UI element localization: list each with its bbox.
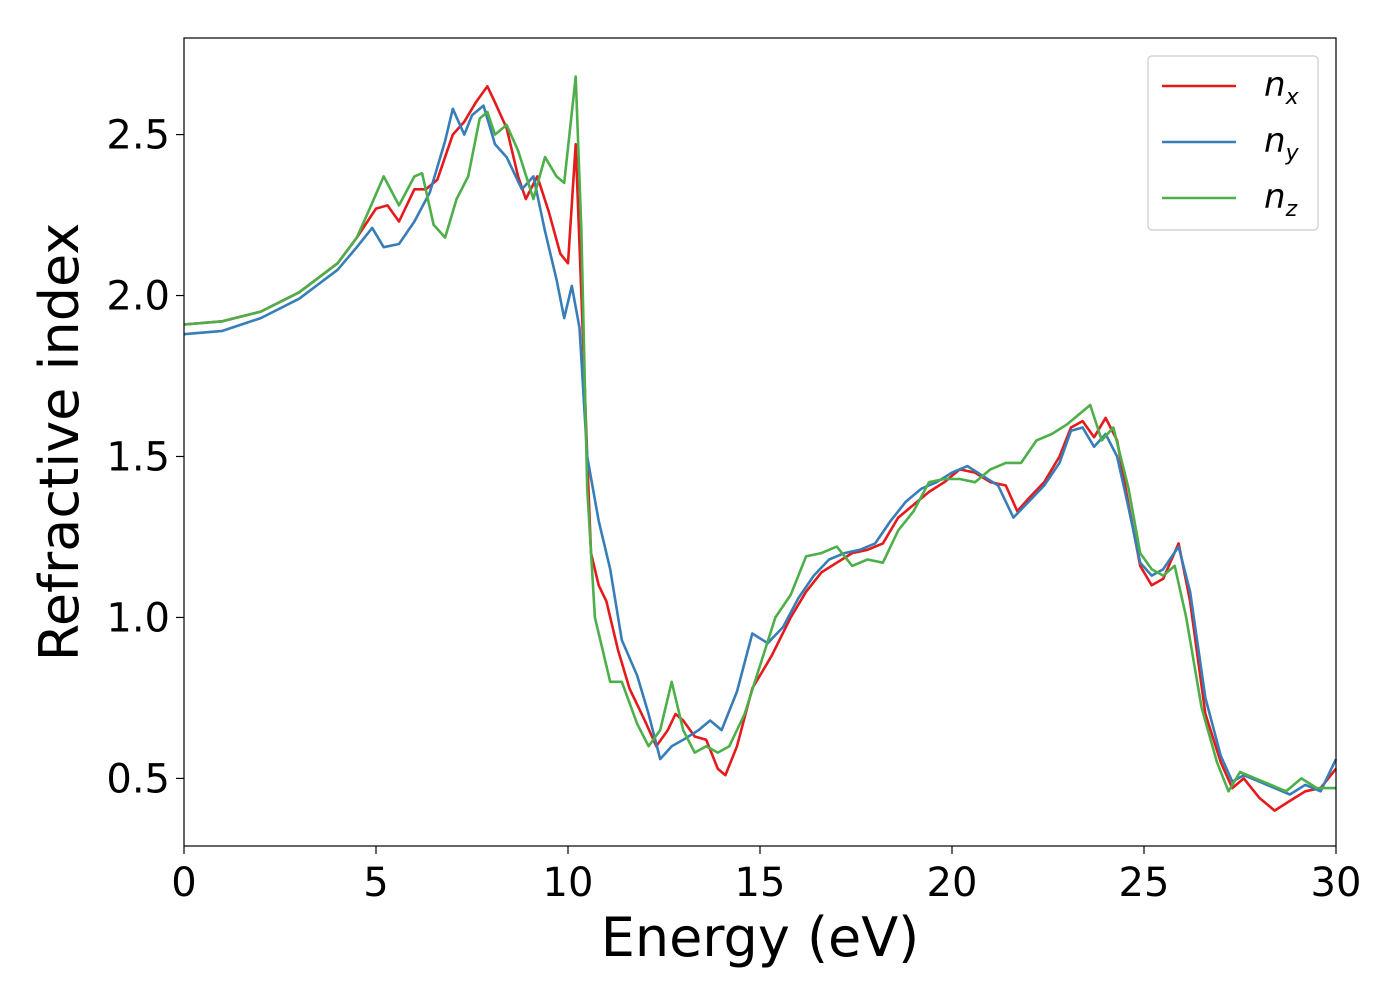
x-tick-label: 25: [1119, 860, 1170, 906]
y-tick-label: 2.5: [106, 113, 170, 159]
y-tick-label: 0.5: [106, 756, 170, 802]
x-tick-label: 0: [171, 860, 196, 906]
x-tick-label: 5: [363, 860, 388, 906]
x-tick-label: 30: [1311, 860, 1362, 906]
x-tick-label: 15: [735, 860, 786, 906]
plot-area: [184, 38, 1336, 846]
y-tick-label: 1.5: [106, 434, 170, 480]
y-tick-label: 2.0: [106, 274, 170, 320]
x-tick-label: 10: [543, 860, 594, 906]
y-axis-title: Refractive index: [28, 223, 91, 662]
x-tick-label: 20: [927, 860, 978, 906]
y-tick-label: 1.0: [106, 595, 170, 641]
y-axis: 0.5 1.0 1.5 2.0 2.5: [106, 113, 184, 802]
series-line-n-y: [183, 104, 1338, 796]
series-line-n-x: [183, 85, 1338, 812]
series-line-n-z: [183, 75, 1336, 793]
series-layer: [183, 75, 1338, 812]
x-axis-title: Energy (eV): [601, 906, 920, 969]
x-axis: 0 5 10 15 20 25 30: [171, 846, 1361, 906]
